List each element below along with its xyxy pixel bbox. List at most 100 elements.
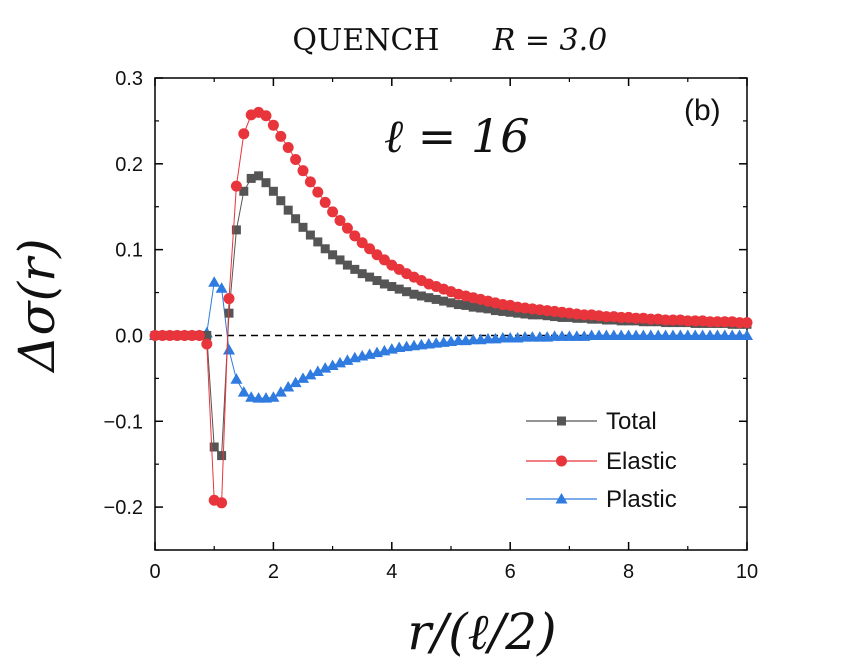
data-point-total <box>246 173 256 183</box>
x-tick-label: 2 <box>268 561 279 583</box>
data-point-plastic <box>245 391 258 402</box>
data-point-total <box>505 307 515 317</box>
y-tick-label: 0.1 <box>115 240 143 262</box>
data-point-elastic <box>260 110 272 122</box>
data-point-total <box>291 214 301 224</box>
legend-label-total: Total <box>606 408 657 435</box>
series-elastic <box>149 106 753 509</box>
data-point-total <box>231 225 241 235</box>
legend-marker-total <box>557 416 566 426</box>
data-point-total <box>261 178 271 188</box>
data-point-total <box>313 237 323 247</box>
data-point-total <box>476 303 486 313</box>
data-point-elastic <box>290 154 302 166</box>
y-tick-label: 0.0 <box>115 325 143 347</box>
x-tick-label: 8 <box>623 561 634 583</box>
data-point-elastic <box>356 237 368 249</box>
data-point-elastic <box>201 338 213 350</box>
data-point-elastic <box>267 119 279 131</box>
chart-title-label: QUENCH <box>292 23 439 58</box>
data-point-plastic <box>274 386 287 397</box>
data-point-elastic <box>297 165 309 177</box>
series-layer <box>149 106 753 509</box>
data-point-total <box>320 244 330 254</box>
y-tick-label: −0.2 <box>104 497 143 519</box>
data-point-plastic <box>289 376 302 388</box>
data-point-total <box>490 306 500 316</box>
data-point-elastic <box>741 317 753 329</box>
x-axis-label: r/(ℓ/2) <box>407 603 556 661</box>
data-point-total <box>365 272 375 282</box>
data-point-total <box>409 289 419 299</box>
series-line-elastic <box>155 111 747 504</box>
legend-marker-elastic <box>556 455 567 467</box>
data-point-elastic <box>327 206 339 218</box>
data-point-total <box>357 269 367 279</box>
data-point-total <box>453 300 463 310</box>
data-point-total <box>239 186 249 196</box>
data-point-total <box>439 296 449 306</box>
data-point-total <box>402 287 412 297</box>
legend-label-elastic: Elastic <box>606 448 677 475</box>
legend: Total Elastic Plastic <box>526 408 677 513</box>
data-point-elastic <box>275 130 287 142</box>
x-tick-label: 6 <box>505 561 516 583</box>
x-tick-label: 0 <box>149 561 160 583</box>
data-point-total <box>461 300 471 310</box>
data-point-plastic <box>223 344 235 355</box>
data-point-total <box>424 293 434 303</box>
data-point-elastic <box>304 176 316 188</box>
x-tick-label: 4 <box>386 561 397 583</box>
data-point-plastic <box>237 386 250 397</box>
y-tick-label: −0.1 <box>104 411 143 433</box>
data-point-elastic <box>216 497 228 509</box>
data-point-total <box>328 250 338 260</box>
data-point-plastic <box>741 329 753 340</box>
data-point-total <box>498 306 508 316</box>
y-tick-label: 0.2 <box>115 154 143 176</box>
data-point-total <box>416 291 426 301</box>
data-point-total <box>431 294 441 304</box>
data-point-total <box>298 222 308 232</box>
x-tick-label: 10 <box>736 561 758 583</box>
data-point-total <box>217 451 227 461</box>
data-point-total <box>379 279 389 289</box>
data-point-total <box>350 264 360 274</box>
data-point-elastic <box>223 293 235 305</box>
data-point-total <box>513 308 523 318</box>
data-point-plastic <box>304 368 317 380</box>
legend-marker-plastic <box>555 493 568 504</box>
data-point-plastic <box>230 373 243 384</box>
axis-ticks-layer: 0 2 4 6 8 10 −0.2 −0.1 0.0 0.1 0.2 0.3 <box>104 68 759 583</box>
ell-annotation: ℓ = 16 <box>384 109 529 163</box>
data-point-total <box>268 186 278 196</box>
data-point-plastic <box>282 380 295 392</box>
data-point-total <box>276 196 286 206</box>
data-point-elastic <box>193 329 205 341</box>
legend-label-plastic: Plastic <box>606 486 677 513</box>
data-point-elastic <box>312 186 324 198</box>
y-axis-label: Δσ(r) <box>8 238 66 373</box>
series-plastic <box>149 276 753 403</box>
data-point-elastic <box>319 196 331 208</box>
data-point-elastic <box>334 214 346 226</box>
data-point-plastic <box>267 391 280 402</box>
y-tick-label: 0.3 <box>115 68 143 90</box>
data-point-total <box>446 298 456 308</box>
data-point-elastic <box>364 243 376 255</box>
data-point-plastic <box>311 365 324 376</box>
data-point-total <box>372 276 382 286</box>
data-point-total <box>224 308 234 318</box>
data-point-plastic <box>297 372 309 383</box>
chart-title-param: R = 3.0 <box>492 23 608 58</box>
data-point-total <box>335 255 345 265</box>
data-point-elastic <box>230 180 242 192</box>
data-point-elastic <box>238 128 250 140</box>
data-point-total <box>394 284 404 294</box>
panel-label: (b) <box>684 94 721 127</box>
data-point-total <box>209 442 219 452</box>
data-point-total <box>202 330 212 340</box>
data-point-elastic <box>349 230 361 242</box>
data-point-elastic <box>341 222 353 234</box>
